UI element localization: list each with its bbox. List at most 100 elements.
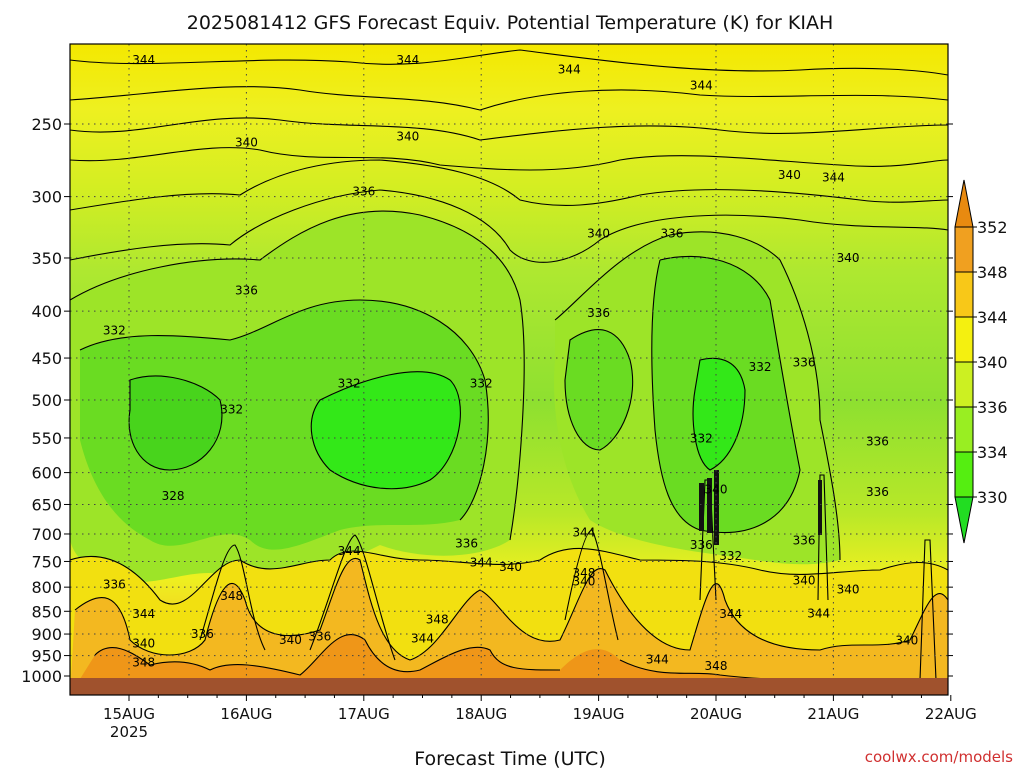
contour-label: 336 (866, 435, 889, 449)
y-tick-label: 400 (31, 302, 62, 321)
y-axis: 250 300 350 400 450 500 550 600 650 700 750 800 850 9… (21, 115, 953, 686)
colorbar-label: 330 (977, 488, 1008, 507)
colorbar-band (954, 361, 974, 408)
x-tick-label: 16AUG (220, 705, 272, 723)
y-tick-label: 500 (31, 391, 62, 410)
y-tick-label: 650 (31, 495, 62, 514)
region-330-center (311, 371, 461, 489)
contour-label: 328 (162, 489, 185, 503)
y-tick-label: 1000 (21, 667, 62, 686)
colorbar-band (954, 406, 974, 453)
x-tick-label: 20AUG (690, 705, 742, 723)
y-tick-label: 450 (31, 349, 62, 368)
contour-label: 336 (587, 306, 610, 320)
contour-label: 332 (470, 377, 493, 391)
plot-area: 344 344 344 344 340 340 340 344 336 340 336 340 336 3… (70, 44, 948, 695)
y-tick-label: 550 (31, 429, 62, 448)
contour-label: 344 (646, 652, 669, 666)
x-tick-label: 21AUG (807, 705, 859, 723)
contour-label: 340 (572, 575, 595, 589)
contour-label: 332 (749, 360, 772, 374)
contour-label: 344 (572, 525, 595, 539)
contour-label: 340 (499, 560, 522, 574)
x-tick-label: 18AUG (455, 705, 507, 723)
contour-label: 344 (132, 607, 155, 621)
contour-label: 340 (132, 637, 155, 651)
contour-label: 348 (132, 656, 155, 670)
colorbar-overflow (954, 179, 974, 228)
colorbar-label: 336 (977, 398, 1008, 417)
ground-strip (70, 678, 948, 695)
contour-label: 336 (866, 485, 889, 499)
y-tick-label: 600 (31, 464, 62, 483)
region-332-right (565, 256, 800, 533)
contour-labels: 344 344 344 344 340 340 340 344 336 340 336 340 336 3… (103, 53, 918, 673)
x-tick-label: 22AUG (925, 705, 977, 723)
credit-text: coolwx.com/models (865, 748, 1013, 766)
colorbar-label: 348 (977, 263, 1008, 282)
contour-label: 336 (191, 627, 214, 641)
colorbar-label: 340 (977, 353, 1008, 372)
contour-label: 344 (396, 53, 419, 67)
contour-label: 332 (338, 377, 361, 391)
contour-label: 348 (572, 566, 595, 580)
plot-frame (69, 43, 949, 696)
colorbar-band (954, 316, 974, 363)
contour-label: 336 (235, 284, 258, 298)
contour-label: 340 (778, 168, 801, 182)
contour-label: 340 (279, 633, 302, 647)
y-tick-label: 300 (31, 188, 62, 207)
contour-label: 344 (822, 171, 845, 185)
y-tick-label: 850 (31, 602, 62, 621)
contour-label: 340 (235, 136, 258, 150)
y-tick-label: 950 (31, 647, 62, 666)
contour-label: 340 (837, 583, 860, 597)
contour-label: 340 (793, 574, 816, 588)
y-tick-label: 750 (31, 552, 62, 571)
contour-label: 336 (352, 184, 375, 198)
contour-label: 336 (690, 538, 713, 552)
contour-label: 340 (837, 251, 860, 265)
contour-label: 332 (103, 324, 126, 338)
contour-label: 340 (396, 130, 419, 144)
x-axis: 15AUG 16AUG 17AUG 18AUG 19AUG 20AUG 21AUG 22AUG (103, 695, 977, 723)
contour-label: 340 (705, 482, 728, 496)
contour-label: 340 (895, 634, 918, 648)
contour-label: 336 (455, 537, 478, 551)
contour-label: 344 (558, 62, 581, 76)
contour-label: 336 (661, 226, 684, 240)
contour-label: 336 (793, 534, 816, 548)
colorbar: 330 334 336 340 344 348 352 (954, 179, 1008, 544)
contour-label: 336 (103, 578, 126, 592)
x-tick-label: 17AUG (338, 705, 390, 723)
y-tick-label: 350 (31, 249, 62, 268)
y-tick-label: 250 (31, 115, 62, 134)
contour-label: 344 (411, 631, 434, 645)
region-334-left (129, 376, 222, 470)
contour-label: 332 (220, 402, 243, 416)
y-tick-label: 800 (31, 578, 62, 597)
contour-label: 344 (338, 544, 361, 558)
x-year-label: 2025 (110, 723, 148, 741)
colorbar-band (954, 226, 974, 273)
colorbar-label: 344 (977, 308, 1008, 327)
contour-label: 344 (132, 53, 155, 67)
contour-label: 336 (793, 355, 816, 369)
grid (70, 44, 948, 695)
colorbar-band (954, 451, 974, 498)
contour-label: 332 (719, 549, 742, 563)
colorbar-band (954, 271, 974, 318)
x-tick-label: 15AUG (103, 705, 155, 723)
colorbar-label: 334 (977, 443, 1008, 462)
y-tick-label: 900 (31, 625, 62, 644)
x-axis-label: Forecast Time (UTC) (414, 748, 605, 768)
contour-label: 344 (470, 556, 493, 570)
chart-title: 2025081412 GFS Forecast Equiv. Potential… (187, 12, 834, 34)
colorbar-underflow (954, 496, 974, 544)
colorbar-label: 352 (977, 218, 1008, 237)
contour-label: 344 (690, 79, 713, 93)
x-tick-label: 19AUG (573, 705, 625, 723)
contour-label: 348 (220, 589, 243, 603)
contour-label: 340 (587, 226, 610, 240)
